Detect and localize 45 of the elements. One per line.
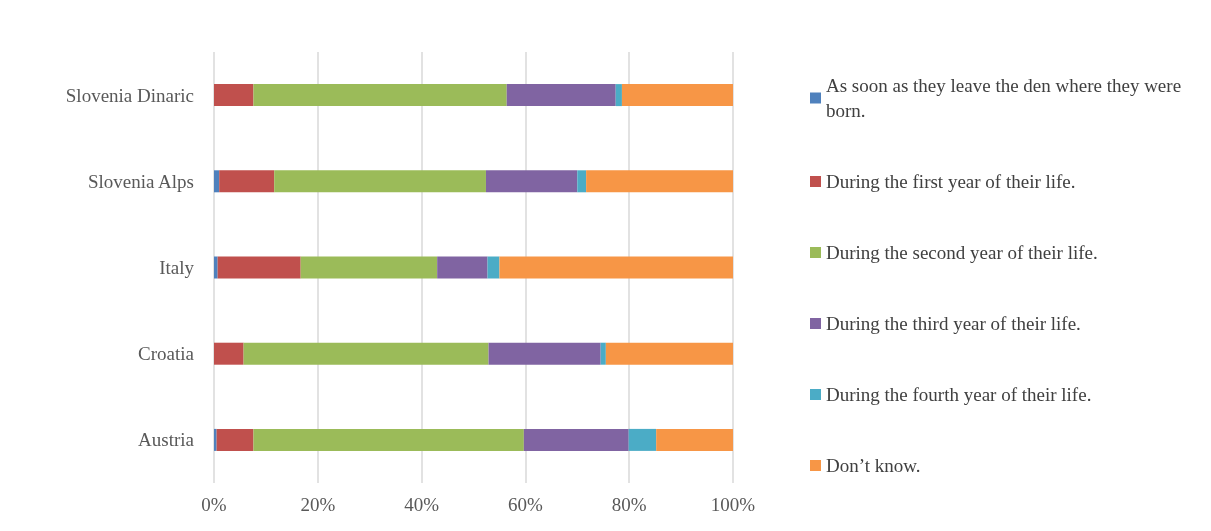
bar xyxy=(621,84,733,107)
bar xyxy=(487,256,500,279)
bar xyxy=(214,256,218,279)
bar xyxy=(523,428,629,451)
x-tick-label: 20% xyxy=(300,494,336,515)
bar xyxy=(485,170,578,193)
bar xyxy=(615,84,622,107)
y-tick-label: Slovenia Dinaric xyxy=(65,84,194,106)
bar xyxy=(214,84,254,107)
bar xyxy=(437,256,488,279)
bar xyxy=(214,170,220,193)
x-tick-label: 60% xyxy=(507,494,543,515)
bar xyxy=(488,342,601,365)
bar xyxy=(577,170,587,193)
x-tick-label: 100% xyxy=(710,494,756,515)
bar xyxy=(274,170,486,193)
legend-label: During the fourth year of their life. xyxy=(826,384,1092,405)
bar xyxy=(219,170,275,193)
y-tick-label: Italy xyxy=(159,257,195,278)
legend-label: Don’t know. xyxy=(826,455,921,476)
bar xyxy=(253,84,507,107)
y-tick-label: Slovenia Alps xyxy=(87,170,194,192)
bar xyxy=(506,84,616,107)
bar xyxy=(243,342,489,365)
bar xyxy=(300,256,438,279)
bar xyxy=(656,428,733,451)
y-tick-label: Austria xyxy=(138,429,195,451)
y-tick-label: Croatia xyxy=(138,343,195,365)
bar xyxy=(600,342,606,365)
bar xyxy=(499,256,733,279)
legend-label: During the third year of their life. xyxy=(826,313,1081,334)
bar xyxy=(216,428,254,451)
bar xyxy=(217,256,301,279)
bar xyxy=(605,342,733,365)
bar xyxy=(214,342,244,365)
x-tick-label: 80% xyxy=(611,494,647,515)
bar xyxy=(253,428,524,451)
legend-label: As soon as they leave the den where they were born. xyxy=(826,75,1186,121)
x-tick-label: 40% xyxy=(404,494,440,515)
legend-label: During the second year of their life. xyxy=(826,242,1098,263)
x-tick-label: 0% xyxy=(201,494,227,515)
legend-label: During the first year of their life. xyxy=(826,171,1076,192)
bar xyxy=(214,428,217,451)
bar xyxy=(628,428,657,451)
bar xyxy=(586,170,733,193)
